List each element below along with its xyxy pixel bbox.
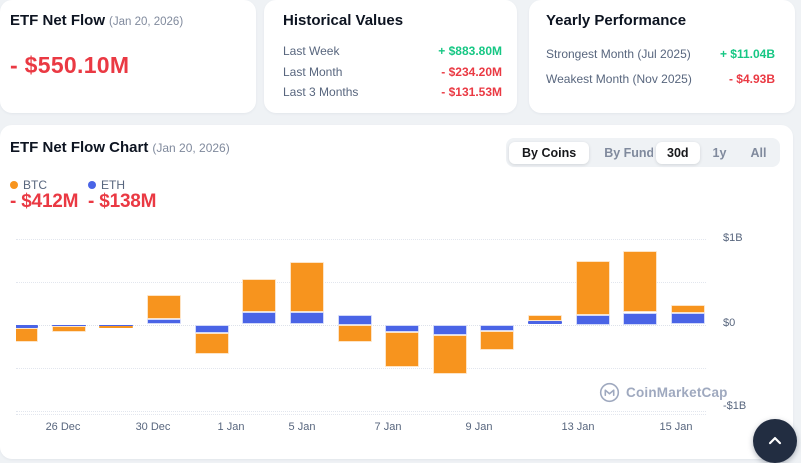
bar-segment-eth-6[interactable] — [289, 311, 324, 325]
row-value: - $234.20M — [441, 64, 502, 79]
bar-segment-eth-7[interactable] — [337, 315, 372, 325]
bar-chart-plot-area — [16, 225, 706, 415]
row-value: + $11.04B — [719, 46, 775, 61]
coinmarketcap-watermark: CoinMarketCap — [599, 382, 728, 403]
row-value: - $4.93B — [728, 71, 775, 86]
view-toggle-group: By Coins By Funds — [506, 138, 678, 167]
x-axis-label-13-jan: 13 Jan — [561, 421, 595, 433]
historical-row-last-month: Last Month - $234.20M — [283, 62, 502, 83]
bar-segment-eth-2[interactable] — [99, 324, 134, 326]
eth-flow-value: - $138M — [88, 191, 157, 212]
bar-segment-eth-0[interactable] — [16, 324, 38, 328]
x-axis-label-30-dec: 30 Dec — [135, 421, 171, 433]
bar-segment-eth-3[interactable] — [146, 319, 181, 325]
toggle-range-all[interactable]: All — [739, 142, 777, 164]
historical-values-rows: Last Week + $883.80M Last Month - $234.2… — [283, 41, 502, 103]
x-axis-label-9-jan: 9 Jan — [465, 421, 493, 433]
bar-segment-btc-2[interactable] — [99, 325, 134, 328]
y-axis-label-neg-1b: -$1B — [723, 400, 747, 412]
bar-segment-btc-7[interactable] — [337, 324, 372, 342]
historical-values-title: Historical Values — [283, 12, 404, 29]
y-axis-label-1b: $1B — [723, 232, 743, 244]
card-title-date: (Jan 20, 2026) — [109, 16, 184, 28]
x-axis-label-15-jan: 15 Jan — [659, 421, 693, 433]
legend-item-eth[interactable]: ETH — [88, 178, 125, 192]
bar-segment-eth-8[interactable] — [385, 324, 420, 333]
x-axis-label-5-jan: 5 Jan — [288, 421, 316, 433]
net-flow-value: - $550.10M — [10, 52, 130, 78]
chevron-up-icon — [768, 437, 782, 445]
etf-net-flow-chart-panel: ETF Net Flow Chart (Jan 20, 2026) By Coin… — [0, 125, 793, 459]
gridline-1000M — [16, 238, 706, 240]
bar-segment-btc-9[interactable] — [432, 334, 467, 375]
bar-segment-btc-6[interactable] — [289, 261, 324, 312]
gridline--1000M — [16, 410, 706, 412]
bar-segment-btc-11[interactable] — [528, 315, 562, 321]
yearly-performance-card: Yearly Performance Strongest Month (Jul … — [529, 0, 795, 113]
coinmarketcap-logo-icon — [599, 382, 620, 403]
row-label: Last Month — [283, 64, 343, 79]
row-label: Weakest Month (Nov 2025) — [546, 71, 692, 86]
btc-flow-value: - $412M — [10, 191, 79, 212]
toggle-range-30d[interactable]: 30d — [656, 141, 700, 164]
bar-segment-eth-14[interactable] — [671, 313, 705, 325]
bar-segment-eth-1[interactable] — [51, 324, 86, 327]
bar-segment-eth-12[interactable] — [575, 315, 610, 325]
x-axis-label-1-jan: 1 Jan — [217, 421, 245, 433]
row-label: Strongest Month (Jul 2025) — [546, 46, 691, 61]
toggle-by-funds[interactable]: By Funds — [591, 142, 674, 164]
x-axis-label-7-jan: 7 Jan — [374, 421, 402, 433]
bar-segment-eth-5[interactable] — [242, 311, 277, 325]
chart-panel-title: ETF Net Flow Chart (Jan 20, 2026) — [10, 139, 230, 156]
net-flow-summary-card: ETF Net Flow (Jan 20, 2026) - $550.10M — [0, 0, 256, 113]
bar-segment-btc-12[interactable] — [575, 260, 610, 316]
bar-segment-btc-5[interactable] — [242, 278, 277, 312]
bar-segment-btc-1[interactable] — [51, 326, 86, 333]
bar-segment-btc-4[interactable] — [194, 333, 229, 354]
bar-segment-btc-0[interactable] — [16, 327, 38, 343]
bar-segment-eth-9[interactable] — [432, 324, 467, 335]
historical-row-last-week: Last Week + $883.80M — [283, 41, 502, 62]
gridline--500M — [16, 367, 706, 369]
toggle-range-1y[interactable]: 1y — [702, 142, 738, 164]
chart-title-text: ETF Net Flow Chart — [10, 139, 149, 156]
bar-segment-btc-3[interactable] — [146, 295, 181, 320]
scroll-to-top-button[interactable] — [753, 419, 797, 463]
bar-segment-eth-4[interactable] — [194, 324, 229, 334]
yearly-performance-title: Yearly Performance — [546, 12, 687, 29]
chart-title-date: (Jan 20, 2026) — [152, 141, 230, 155]
range-toggle-group: 30d 1y All — [653, 138, 781, 167]
yearly-row-strongest-month: Strongest Month (Jul 2025) + $11.04B — [546, 41, 775, 66]
x-axis-label-26-dec: 26 Dec — [45, 421, 81, 433]
row-value: - $131.53M — [441, 85, 502, 100]
bar-segment-btc-14[interactable] — [671, 304, 705, 314]
btc-legend-dot-icon — [10, 181, 18, 189]
legend-label: BTC — [23, 178, 47, 192]
bar-segment-eth-10[interactable] — [480, 324, 515, 332]
legend-label: ETH — [101, 178, 125, 192]
row-label: Last 3 Months — [283, 85, 359, 100]
eth-legend-dot-icon — [88, 181, 96, 189]
x-axis-line — [16, 414, 706, 415]
row-label: Last Week — [283, 44, 340, 59]
bar-segment-btc-13[interactable] — [623, 251, 658, 313]
watermark-text: CoinMarketCap — [626, 385, 728, 400]
card-title-text: ETF Net Flow — [10, 12, 105, 29]
bar-segment-eth-13[interactable] — [623, 312, 658, 325]
yearly-row-weakest-month: Weakest Month (Nov 2025) - $4.93B — [546, 66, 775, 91]
yearly-performance-rows: Strongest Month (Jul 2025) + $11.04B Wea… — [546, 41, 775, 91]
historical-row-last-3-months: Last 3 Months - $131.53M — [283, 82, 502, 103]
gridline-500M — [16, 281, 706, 283]
net-flow-card-title: ETF Net Flow (Jan 20, 2026) — [10, 12, 246, 30]
toggle-by-coins[interactable]: By Coins — [509, 141, 590, 164]
y-axis-label-0: $0 — [723, 317, 736, 329]
bar-segment-eth-11[interactable] — [528, 321, 562, 325]
row-value: + $883.80M — [438, 44, 502, 59]
historical-values-card: Historical Values Last Week + $883.80M L… — [264, 0, 517, 113]
bar-segment-btc-8[interactable] — [385, 332, 420, 367]
bar-segment-btc-10[interactable] — [480, 331, 515, 351]
legend-item-btc[interactable]: BTC — [10, 178, 47, 192]
